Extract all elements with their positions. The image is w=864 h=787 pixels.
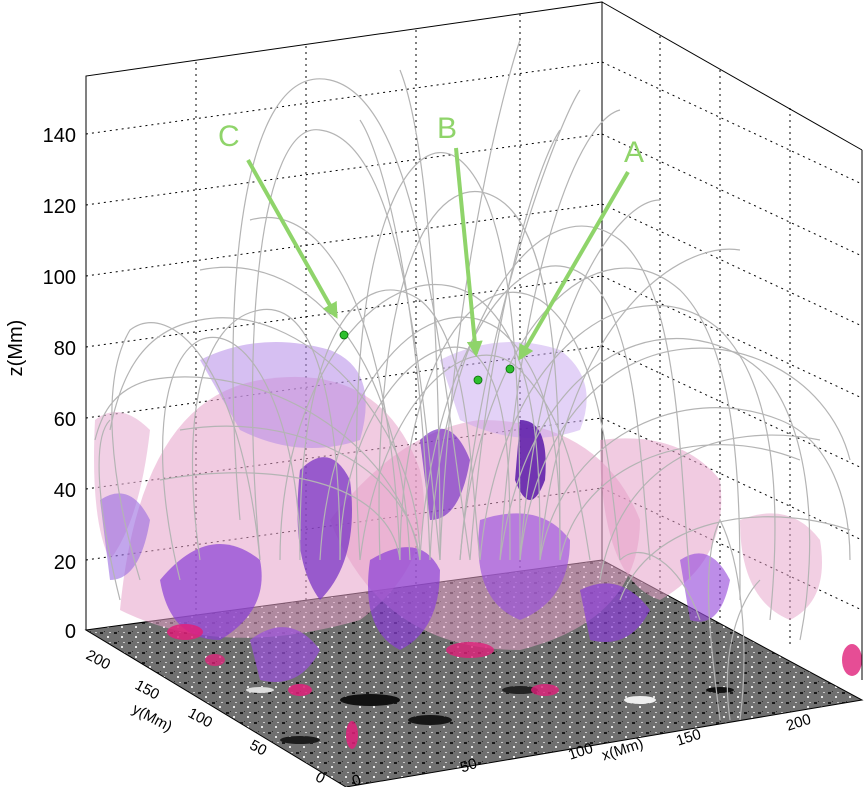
z-tick: 40 [54,480,76,502]
x-tick: 200 [784,711,813,735]
null-point-markers [339,330,515,385]
arrow-a [518,170,630,361]
field-lines [94,39,851,721]
z-tick: 60 [54,409,76,431]
z-tick: 100 [43,267,76,289]
marker-b [473,375,483,385]
arrow-b [454,147,483,358]
annotation-arrows [246,147,630,361]
x-tick: 50 [458,755,479,776]
annotation-label-b: B [437,112,457,145]
z-tick: 80 [54,338,76,360]
z-axis-label: z(Mm) [5,320,27,377]
z-tick: 140 [43,125,76,147]
y-tick: 50 [247,737,270,760]
y-axis-label: y(Mm) [129,701,174,736]
magnetogram-spots [246,686,734,744]
arrow-c [246,159,338,319]
z-tick: 0 [65,621,76,643]
x-tick: 150 [674,726,703,750]
y-tick: 150 [132,677,162,704]
x-tick: 100 [566,740,595,764]
z-tick: 120 [43,196,76,218]
marker-a [505,364,515,374]
x-axis: 0 50 100 150 200 x(Mm) [350,711,813,787]
annotation-label-a: A [624,136,644,169]
z-axis: z(Mm) 0 20 40 60 80 100 120 140 [5,125,76,643]
y-tick: 200 [83,647,113,674]
annotation-label-c: C [218,120,240,153]
y-tick: 0 [312,769,327,787]
y-tick: 100 [185,705,215,732]
z-tick: 20 [54,552,76,574]
annotation-labels: A B C [218,112,644,169]
marker-c [339,330,349,340]
